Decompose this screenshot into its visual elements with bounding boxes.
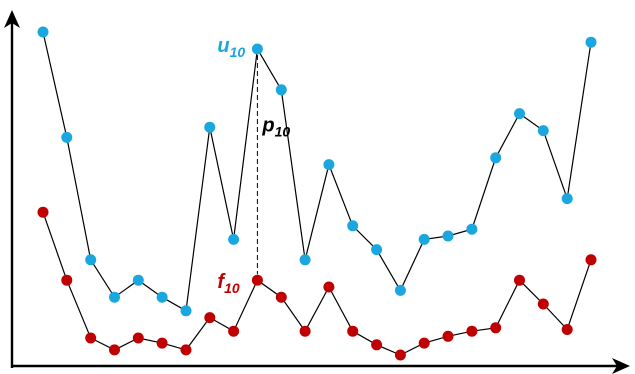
- series-u-point-23: [561, 193, 573, 205]
- series-f-point-22: [537, 298, 549, 310]
- series-u-point-8: [204, 121, 216, 133]
- series-u-line: [42, 31, 592, 312]
- series-u-point-16: [394, 284, 406, 296]
- series-u-point-20: [490, 152, 502, 164]
- series-f-point-11: [275, 291, 287, 303]
- series-f-point-10: [251, 274, 263, 286]
- series-u-point-3: [85, 254, 97, 266]
- f10-label: f10: [217, 271, 239, 296]
- series-f-point-20: [490, 322, 502, 334]
- series-f-point-5: [132, 332, 144, 344]
- series-f-point-16: [394, 349, 406, 361]
- series-u: [37, 26, 597, 317]
- series-f-point-14: [347, 325, 359, 337]
- series-u-point-21: [514, 108, 525, 120]
- series-f-point-19: [466, 325, 478, 337]
- series-f-point-17: [418, 337, 430, 349]
- series-f-point-18: [442, 330, 454, 342]
- series-u-point-13: [323, 159, 335, 171]
- series-f: [37, 206, 597, 361]
- series-f-point-6: [156, 337, 168, 349]
- series-f-line: [42, 212, 592, 356]
- series-f-point-23: [561, 324, 573, 335]
- series-u-point-4: [109, 291, 120, 303]
- series-u-point-10: [251, 43, 263, 55]
- series-f-point-4: [109, 344, 120, 356]
- series-f-point-3: [85, 332, 97, 344]
- p10-label-sub: 10: [275, 124, 291, 140]
- series-u-point-24: [585, 36, 597, 48]
- series-f-point-7: [180, 344, 192, 356]
- series-u-point-2: [61, 131, 73, 143]
- axes: [4, 10, 630, 374]
- p10-label: p10: [261, 115, 290, 140]
- series-f-point-13: [323, 281, 335, 293]
- series-u-point-14: [347, 220, 359, 232]
- series-u-point-15: [371, 244, 383, 256]
- f10-label-sub: 10: [224, 280, 240, 296]
- series-f-point-12: [299, 325, 311, 337]
- u10-label-main: u: [217, 35, 229, 57]
- series-u-point-17: [418, 233, 430, 245]
- series-u-point-1: [37, 26, 49, 38]
- y-axis-arrowhead: [4, 10, 20, 28]
- series-u-point-9: [228, 233, 240, 245]
- series-u-point-11: [275, 84, 287, 96]
- series-u-point-22: [537, 125, 549, 137]
- p10-label-main: p: [261, 115, 274, 137]
- u10-label-sub: 10: [230, 44, 246, 60]
- f10-label-main: f: [217, 271, 226, 293]
- series-f-point-21: [514, 274, 525, 286]
- series-u-point-12: [299, 254, 311, 266]
- series-u-point-18: [442, 230, 454, 242]
- series-u-point-6: [156, 291, 168, 303]
- series-u-point-7: [180, 305, 192, 317]
- series-u-point-19: [466, 223, 478, 235]
- u10-label: u10: [217, 35, 245, 60]
- series-f-point-8: [204, 312, 216, 324]
- series-f-point-2: [61, 274, 73, 286]
- series-f-point-15: [371, 339, 383, 351]
- x-axis-arrowhead: [612, 358, 630, 374]
- series-f-point-24: [585, 254, 597, 266]
- series-u-point-5: [132, 274, 144, 286]
- series-f-point-9: [228, 325, 240, 337]
- series-f-point-1: [37, 206, 49, 218]
